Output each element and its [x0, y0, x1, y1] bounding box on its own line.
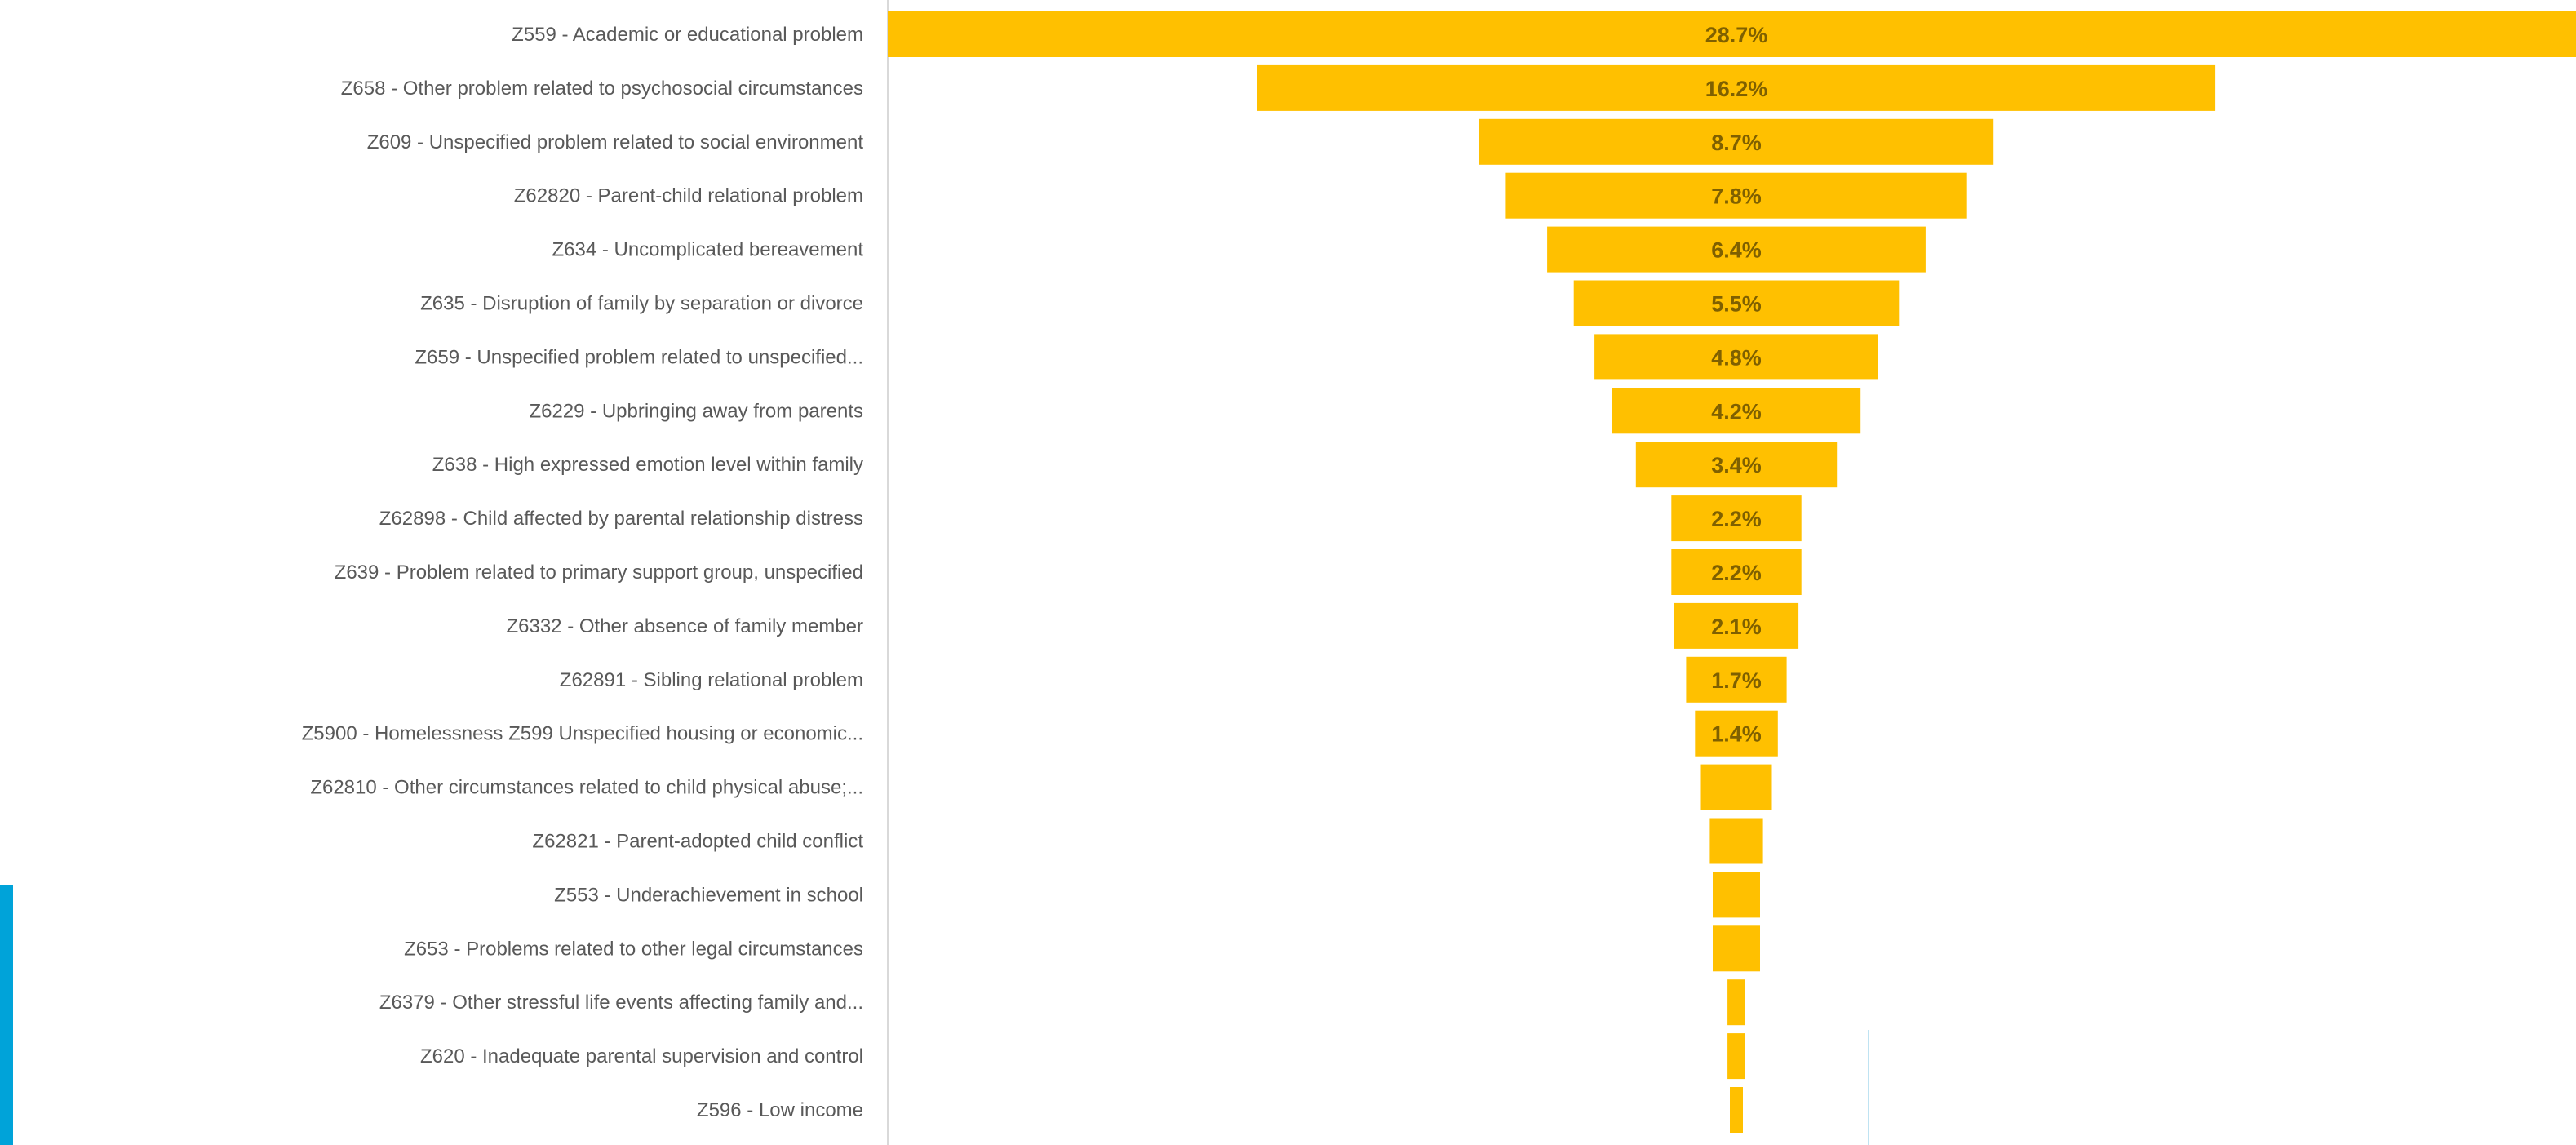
funnel-bar	[1709, 818, 1763, 864]
category-label: Z62891 - Sibling relational problem	[560, 669, 863, 691]
category-label: Z596 - Low income	[697, 1099, 863, 1121]
value-label: 4.2%	[1711, 399, 1762, 424]
funnel-bar	[1686, 656, 1787, 703]
value-label: 28.7%	[1705, 23, 1768, 47]
funnel-bar	[1674, 602, 1799, 649]
value-label: 16.2%	[1705, 77, 1768, 101]
value-label: 4.8%	[1711, 345, 1762, 370]
category-label: Z62898 - Child affected by parental rela…	[379, 508, 863, 530]
funnel-bar	[1730, 1087, 1743, 1133]
category-label: Z559 - Academic or educational problem	[512, 24, 863, 46]
funnel-bar	[1505, 172, 1967, 219]
category-label: Z6332 - Other absence of family member	[506, 615, 863, 637]
value-label: 3.4%	[1711, 453, 1762, 477]
category-label: Z653 - Problems related to other legal c…	[404, 938, 863, 960]
funnel-bar	[1700, 764, 1772, 810]
category-label: Z6379 - Other stressful life events affe…	[379, 992, 863, 1014]
category-label: Z609 - Unspecified problem related to so…	[367, 131, 864, 153]
value-labels: 28.7% 16.2% 8.7% 7.8% 6.4% 5.5% 4.8% 4.2% 3.4% 2.…	[1705, 23, 1768, 747]
category-label: Z553 - Underachievement in school	[554, 884, 863, 906]
funnel-bar	[1695, 710, 1778, 757]
funnel-bar	[1635, 442, 1838, 488]
value-label: 1.4%	[1711, 722, 1762, 747]
funnel-bar	[1713, 925, 1760, 972]
category-label: Z658 - Other problem related to psychoso…	[341, 78, 863, 100]
funnel-bar	[1727, 1033, 1745, 1080]
funnel-bar	[1594, 334, 1878, 380]
value-label: 2.2%	[1711, 507, 1762, 531]
funnel-bar	[1612, 388, 1861, 434]
category-label: Z62820 - Parent-child relational problem	[514, 185, 863, 207]
category-label: Z635 - Disruption of family by separatio…	[420, 293, 863, 315]
value-label: 7.8%	[1711, 184, 1762, 209]
category-label: Z5900 - Homelessness Z599 Unspecified ho…	[302, 723, 863, 745]
funnel-bar	[1257, 64, 2216, 111]
category-label: Z62821 - Parent-adopted child conflict	[532, 831, 863, 853]
funnel-bar	[1547, 226, 1926, 273]
category-labels: Z559 - Academic or educational problem Z6…	[302, 24, 864, 1121]
bars-layer	[888, 11, 2576, 1133]
value-label: 5.5%	[1711, 292, 1762, 317]
value-label: 2.2%	[1711, 561, 1762, 585]
funnel-bar	[1479, 118, 1994, 165]
funnel-bar	[1713, 872, 1760, 918]
category-label: Z659 - Unspecified problem related to un…	[415, 346, 863, 368]
left-accent-bar	[0, 885, 13, 1145]
value-label: 1.7%	[1711, 668, 1762, 693]
category-label: Z620 - Inadequate parental supervision a…	[420, 1045, 863, 1067]
category-label: Z638 - High expressed emotion level with…	[432, 454, 863, 476]
funnel-bar	[1727, 979, 1745, 1026]
category-label: Z6229 - Upbringing away from parents	[529, 400, 863, 422]
funnel-bar	[1671, 549, 1802, 595]
funnel-bar	[1573, 280, 1900, 326]
category-label: Z62810 - Other circumstances related to …	[310, 777, 863, 799]
category-label: Z639 - Problem related to primary suppor…	[335, 561, 863, 584]
funnel-bar	[888, 11, 2576, 57]
value-label: 8.7%	[1711, 131, 1762, 155]
value-label: 2.1%	[1711, 615, 1762, 639]
funnel-bar	[1671, 495, 1802, 542]
category-label: Z634 - Uncomplicated bereavement	[552, 239, 863, 261]
value-label: 6.4%	[1711, 238, 1762, 263]
